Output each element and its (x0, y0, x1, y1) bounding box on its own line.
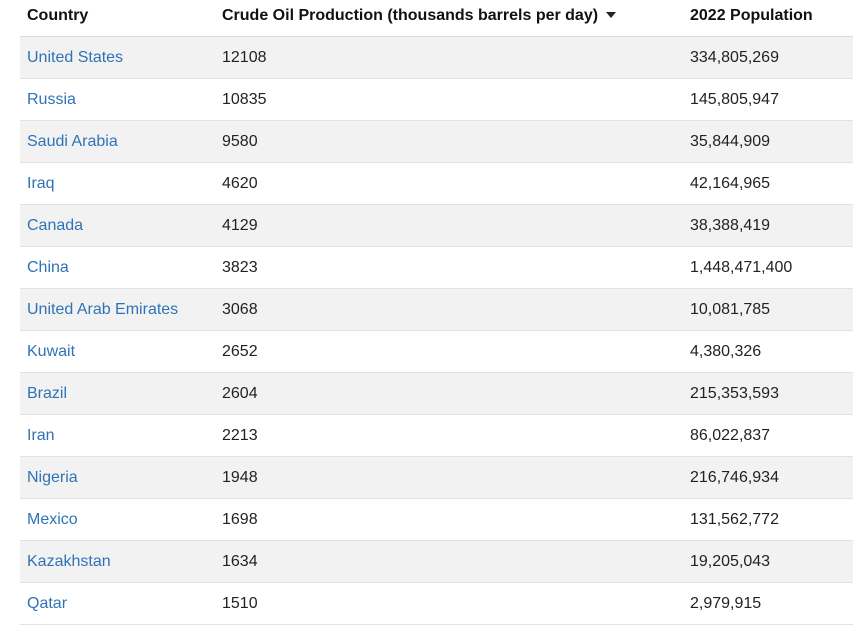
data-table: Country Crude Oil Production (thousands … (20, 0, 853, 625)
table-row: Iraq 4620 42,164,965 (20, 163, 853, 205)
column-header-oil-label: Crude Oil Production (thousands barrels … (222, 7, 599, 24)
table-row: Mexico 1698 131,562,772 (20, 499, 853, 541)
sort-descending-icon[interactable] (606, 11, 617, 18)
oil-production-value: 1948 (222, 469, 258, 486)
table-row: Qatar 1510 2,979,915 (20, 583, 853, 625)
oil-production-value: 1634 (222, 553, 258, 570)
country-link[interactable]: Nigeria (27, 469, 78, 486)
column-header-population[interactable]: 2022 Population (690, 7, 813, 24)
oil-production-value: 10835 (222, 91, 267, 108)
table-row: China 3823 1,448,471,400 (20, 247, 853, 289)
table-row: Canada 4129 38,388,419 (20, 205, 853, 247)
oil-production-value: 12108 (222, 49, 267, 66)
country-link[interactable]: United Arab Emirates (27, 301, 179, 318)
country-link[interactable]: Brazil (27, 385, 68, 402)
oil-production-value: 2604 (222, 385, 258, 402)
oil-production-value: 4620 (222, 175, 258, 192)
table-row: Brazil 2604 215,353,593 (20, 373, 853, 415)
country-link[interactable]: Kuwait (27, 343, 76, 360)
population-value: 38,388,419 (690, 217, 771, 234)
table-row: Saudi Arabia 9580 35,844,909 (20, 121, 853, 163)
population-value: 215,353,593 (690, 385, 779, 402)
table-row: Kazakhstan 1634 19,205,043 (20, 541, 853, 583)
population-value: 86,022,837 (690, 427, 771, 444)
country-link[interactable]: Mexico (27, 511, 78, 528)
oil-production-value: 2213 (222, 427, 258, 444)
country-link[interactable]: Qatar (27, 595, 68, 612)
oil-production-value: 9580 (222, 133, 258, 150)
oil-production-value: 1698 (222, 511, 258, 528)
oil-production-value: 3068 (222, 301, 258, 318)
population-value: 131,562,772 (690, 511, 779, 528)
table-header: Country Crude Oil Production (thousands … (20, 0, 853, 37)
country-link[interactable]: China (27, 259, 69, 276)
country-link[interactable]: United States (27, 49, 124, 66)
table-row: United Arab Emirates 3068 10,081,785 (20, 289, 853, 331)
country-link[interactable]: Saudi Arabia (27, 133, 118, 150)
table-row: Russia 10835 145,805,947 (20, 79, 853, 121)
country-link[interactable]: Kazakhstan (27, 553, 111, 570)
column-header-oil-production[interactable]: Crude Oil Production (thousands barrels … (222, 7, 617, 25)
population-value: 4,380,326 (690, 343, 762, 360)
table-row: Nigeria 1948 216,746,934 (20, 457, 853, 499)
oil-production-value: 1510 (222, 595, 258, 612)
population-value: 1,448,471,400 (690, 259, 793, 276)
population-value: 216,746,934 (690, 469, 779, 486)
population-value: 334,805,269 (690, 49, 779, 66)
population-value: 10,081,785 (690, 301, 771, 318)
population-value: 2,979,915 (690, 595, 762, 612)
oil-production-value: 2652 (222, 343, 258, 360)
table-row: United States 12108 334,805,269 (20, 37, 853, 79)
country-link[interactable]: Canada (27, 217, 84, 234)
population-value: 35,844,909 (690, 133, 771, 150)
population-value: 42,164,965 (690, 175, 771, 192)
table-row: Kuwait 2652 4,380,326 (20, 331, 853, 373)
country-link[interactable]: Iraq (27, 175, 55, 192)
oil-production-value: 3823 (222, 259, 258, 276)
table-row: Iran 2213 86,022,837 (20, 415, 853, 457)
population-value: 19,205,043 (690, 553, 771, 570)
column-header-country[interactable]: Country (27, 7, 89, 24)
country-link[interactable]: Iran (27, 427, 55, 444)
country-link[interactable]: Russia (27, 91, 76, 108)
oil-production-value: 4129 (222, 217, 258, 234)
population-value: 145,805,947 (690, 91, 779, 108)
table-body: United States 12108 334,805,269 Russia 10835… (20, 37, 853, 625)
